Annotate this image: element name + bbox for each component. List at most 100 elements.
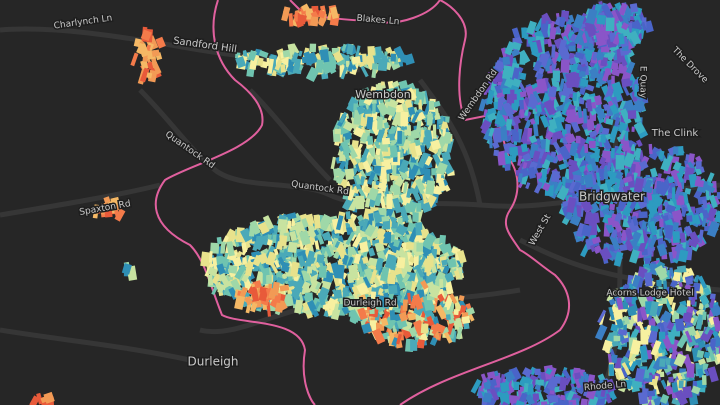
building — [445, 314, 451, 320]
building — [220, 241, 226, 254]
building — [362, 160, 372, 173]
building — [342, 254, 349, 266]
building — [628, 215, 632, 223]
building — [611, 67, 621, 77]
building — [391, 221, 398, 229]
building — [379, 235, 385, 242]
building — [408, 164, 420, 180]
building — [389, 144, 398, 158]
building — [596, 14, 607, 25]
building — [339, 154, 346, 162]
building — [509, 146, 519, 156]
building — [502, 56, 511, 66]
building — [353, 253, 362, 265]
building — [560, 59, 570, 73]
building — [291, 287, 302, 299]
building — [555, 104, 565, 113]
building — [493, 149, 499, 157]
building — [515, 169, 520, 176]
building — [552, 70, 561, 82]
building — [434, 108, 440, 118]
building — [394, 245, 403, 259]
building — [332, 50, 344, 63]
building — [252, 254, 263, 267]
building — [355, 45, 361, 58]
building — [400, 111, 409, 127]
building — [389, 185, 399, 194]
building — [346, 43, 354, 55]
building — [541, 168, 548, 181]
building — [443, 295, 454, 312]
building — [534, 368, 541, 376]
building — [371, 63, 379, 70]
building — [548, 118, 558, 130]
building — [373, 55, 380, 64]
building — [520, 143, 529, 153]
building — [412, 212, 419, 222]
building — [262, 270, 268, 284]
building — [593, 95, 603, 106]
building — [366, 171, 376, 186]
building — [372, 103, 376, 114]
building — [395, 273, 406, 290]
building — [377, 58, 388, 72]
building — [444, 271, 455, 283]
building — [617, 121, 629, 134]
building — [289, 230, 298, 242]
building — [607, 51, 616, 62]
building — [369, 269, 378, 285]
building — [478, 98, 487, 112]
building — [532, 90, 542, 104]
building — [407, 106, 416, 116]
building — [610, 147, 615, 159]
building — [388, 284, 398, 295]
building — [566, 124, 572, 134]
building — [375, 89, 384, 99]
building — [639, 211, 648, 219]
building — [647, 390, 656, 397]
building — [357, 307, 368, 321]
building — [432, 185, 442, 195]
building — [393, 45, 405, 59]
building — [313, 229, 320, 236]
building — [408, 142, 419, 158]
building — [504, 41, 516, 56]
building — [369, 304, 373, 310]
building — [518, 49, 531, 64]
building — [551, 170, 561, 183]
building — [230, 278, 242, 293]
building — [578, 86, 587, 96]
building — [426, 315, 435, 327]
building — [644, 272, 653, 287]
building — [562, 159, 570, 168]
building — [686, 215, 693, 222]
building — [424, 155, 433, 166]
building — [686, 363, 695, 378]
building — [248, 222, 256, 237]
building — [609, 104, 619, 115]
building — [421, 233, 437, 250]
building — [395, 223, 408, 236]
building — [550, 51, 561, 65]
building — [234, 264, 247, 280]
building — [405, 280, 413, 293]
building — [428, 100, 435, 110]
building — [415, 111, 426, 122]
building — [396, 256, 406, 269]
building — [396, 333, 402, 345]
building — [494, 59, 505, 72]
building — [383, 122, 390, 129]
building — [617, 51, 628, 67]
building — [381, 137, 391, 145]
building — [273, 248, 279, 256]
building — [420, 323, 429, 334]
building — [672, 222, 679, 231]
building — [228, 265, 238, 274]
building — [617, 100, 626, 114]
building — [361, 322, 373, 334]
building — [412, 190, 421, 202]
building — [425, 180, 436, 195]
building — [659, 371, 665, 378]
building — [380, 266, 390, 282]
map-label: Wembdon — [355, 88, 410, 101]
